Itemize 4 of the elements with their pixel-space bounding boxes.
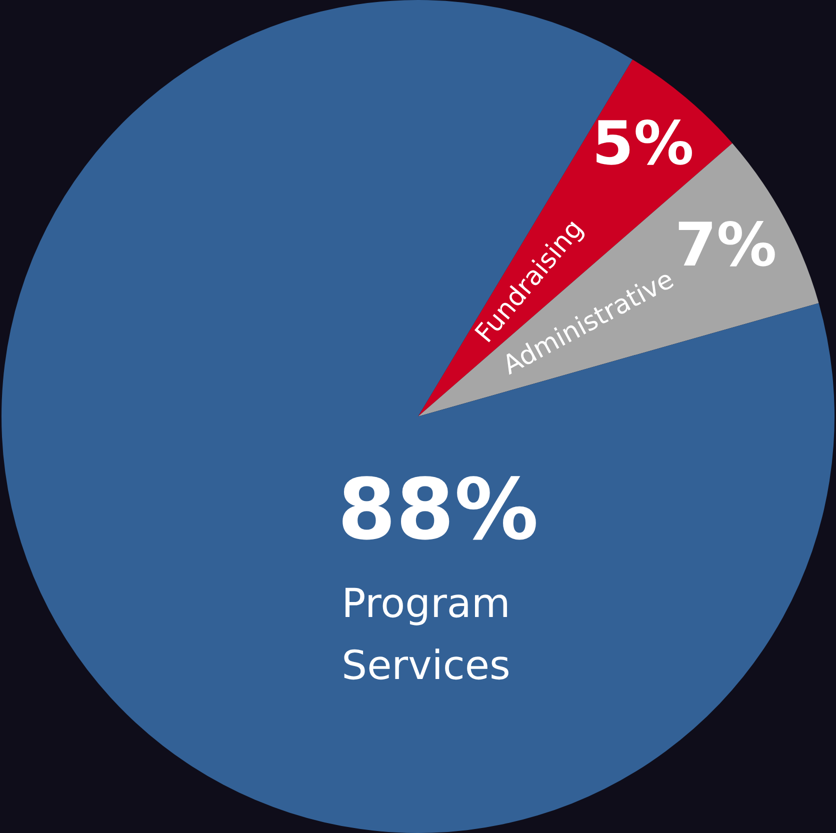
slice-label: Program Services — [342, 580, 510, 689]
data-label: 5% — [592, 109, 694, 180]
data-label: 88% — [337, 460, 539, 558]
data-label: 7% — [674, 210, 777, 281]
